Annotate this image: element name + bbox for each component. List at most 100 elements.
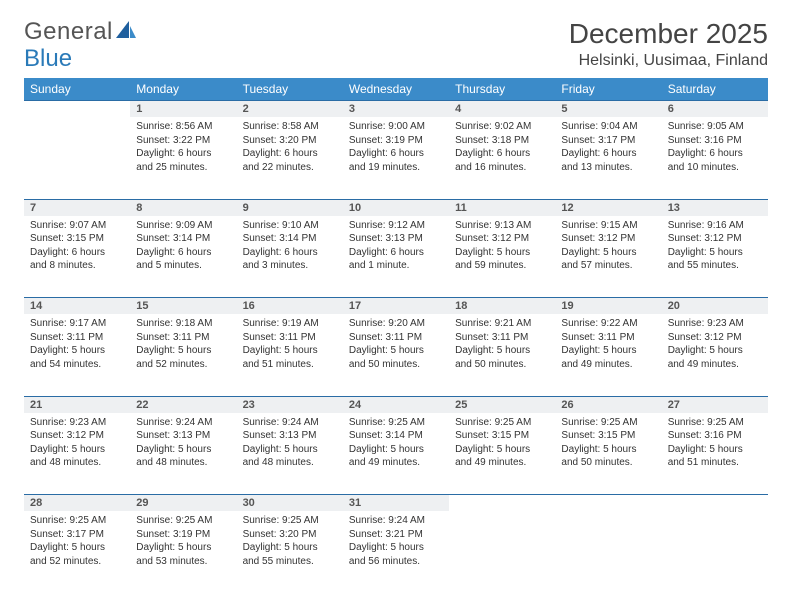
day-number-row: 78910111213	[24, 199, 768, 216]
day-number: 12	[555, 199, 661, 216]
day-cell	[24, 117, 130, 199]
sunrise-text: Sunrise: 9:25 AM	[455, 416, 549, 430]
sunrise-text: Sunrise: 9:25 AM	[136, 514, 230, 528]
sunrise-text: Sunrise: 9:02 AM	[455, 120, 549, 134]
day-cell: Sunrise: 9:23 AMSunset: 3:12 PMDaylight:…	[24, 413, 130, 495]
daylight-text: Daylight: 6 hours and 16 minutes.	[455, 147, 549, 174]
day-cell: Sunrise: 8:58 AMSunset: 3:20 PMDaylight:…	[237, 117, 343, 199]
day-cell: Sunrise: 9:25 AMSunset: 3:15 PMDaylight:…	[449, 413, 555, 495]
day-number: 6	[662, 101, 768, 118]
day-number: 2	[237, 101, 343, 118]
sunrise-text: Sunrise: 9:24 AM	[349, 514, 443, 528]
day-cell: Sunrise: 9:22 AMSunset: 3:11 PMDaylight:…	[555, 314, 661, 396]
day-number: 26	[555, 396, 661, 413]
sunrise-text: Sunrise: 9:05 AM	[668, 120, 762, 134]
day-cell: Sunrise: 9:25 AMSunset: 3:17 PMDaylight:…	[24, 511, 130, 593]
sunrise-text: Sunrise: 9:24 AM	[243, 416, 337, 430]
sunset-text: Sunset: 3:16 PM	[668, 429, 762, 443]
daylight-text: Daylight: 5 hours and 55 minutes.	[668, 246, 762, 273]
day-number: 17	[343, 298, 449, 315]
sunset-text: Sunset: 3:20 PM	[243, 528, 337, 542]
daylight-text: Daylight: 5 hours and 51 minutes.	[243, 344, 337, 371]
sunset-text: Sunset: 3:17 PM	[561, 134, 655, 148]
sunrise-text: Sunrise: 9:18 AM	[136, 317, 230, 331]
sunrise-text: Sunrise: 9:23 AM	[668, 317, 762, 331]
sunset-text: Sunset: 3:12 PM	[455, 232, 549, 246]
day-cell: Sunrise: 9:00 AMSunset: 3:19 PMDaylight:…	[343, 117, 449, 199]
daylight-text: Daylight: 6 hours and 3 minutes.	[243, 246, 337, 273]
sunset-text: Sunset: 3:22 PM	[136, 134, 230, 148]
day-cell: Sunrise: 9:13 AMSunset: 3:12 PMDaylight:…	[449, 216, 555, 298]
day-cell: Sunrise: 9:10 AMSunset: 3:14 PMDaylight:…	[237, 216, 343, 298]
daylight-text: Daylight: 5 hours and 49 minutes.	[349, 443, 443, 470]
day-cell	[555, 511, 661, 593]
day-number: 29	[130, 495, 236, 512]
day-number: 24	[343, 396, 449, 413]
day-cell: Sunrise: 9:25 AMSunset: 3:19 PMDaylight:…	[130, 511, 236, 593]
day-number: 1	[130, 101, 236, 118]
weekday-header: Monday	[130, 78, 236, 101]
sunrise-text: Sunrise: 9:00 AM	[349, 120, 443, 134]
day-cell: Sunrise: 8:56 AMSunset: 3:22 PMDaylight:…	[130, 117, 236, 199]
day-number: 13	[662, 199, 768, 216]
sunrise-text: Sunrise: 9:15 AM	[561, 219, 655, 233]
day-cell: Sunrise: 9:23 AMSunset: 3:12 PMDaylight:…	[662, 314, 768, 396]
daylight-text: Daylight: 6 hours and 10 minutes.	[668, 147, 762, 174]
day-number-row: 21222324252627	[24, 396, 768, 413]
weekday-header: Friday	[555, 78, 661, 101]
sunset-text: Sunset: 3:11 PM	[243, 331, 337, 345]
day-cell: Sunrise: 9:16 AMSunset: 3:12 PMDaylight:…	[662, 216, 768, 298]
logo-sail-icon	[115, 20, 137, 40]
daylight-text: Daylight: 5 hours and 59 minutes.	[455, 246, 549, 273]
day-cell: Sunrise: 9:20 AMSunset: 3:11 PMDaylight:…	[343, 314, 449, 396]
daylight-text: Daylight: 5 hours and 49 minutes.	[561, 344, 655, 371]
daylight-text: Daylight: 5 hours and 50 minutes.	[561, 443, 655, 470]
day-content-row: Sunrise: 9:17 AMSunset: 3:11 PMDaylight:…	[24, 314, 768, 396]
title-block: December 2025 Helsinki, Uusimaa, Finland	[569, 18, 768, 70]
day-number: 23	[237, 396, 343, 413]
month-title: December 2025	[569, 18, 768, 50]
day-number: 21	[24, 396, 130, 413]
sunset-text: Sunset: 3:12 PM	[561, 232, 655, 246]
logo-text-blue: Blue	[24, 45, 72, 73]
day-number: 14	[24, 298, 130, 315]
day-number: 4	[449, 101, 555, 118]
day-cell: Sunrise: 9:04 AMSunset: 3:17 PMDaylight:…	[555, 117, 661, 199]
sunset-text: Sunset: 3:15 PM	[30, 232, 124, 246]
sunset-text: Sunset: 3:18 PM	[455, 134, 549, 148]
sunset-text: Sunset: 3:15 PM	[455, 429, 549, 443]
daylight-text: Daylight: 5 hours and 54 minutes.	[30, 344, 124, 371]
sunset-text: Sunset: 3:13 PM	[349, 232, 443, 246]
weekday-header: Saturday	[662, 78, 768, 101]
day-number	[555, 495, 661, 512]
weekday-header: Tuesday	[237, 78, 343, 101]
day-number: 7	[24, 199, 130, 216]
weekday-header: Thursday	[449, 78, 555, 101]
daylight-text: Daylight: 5 hours and 57 minutes.	[561, 246, 655, 273]
daylight-text: Daylight: 6 hours and 22 minutes.	[243, 147, 337, 174]
day-number	[24, 101, 130, 118]
day-number: 15	[130, 298, 236, 315]
sunset-text: Sunset: 3:19 PM	[136, 528, 230, 542]
day-number: 16	[237, 298, 343, 315]
daylight-text: Daylight: 5 hours and 49 minutes.	[668, 344, 762, 371]
sunset-text: Sunset: 3:14 PM	[349, 429, 443, 443]
daylight-text: Daylight: 5 hours and 48 minutes.	[136, 443, 230, 470]
daylight-text: Daylight: 5 hours and 52 minutes.	[30, 541, 124, 568]
sunrise-text: Sunrise: 9:25 AM	[668, 416, 762, 430]
sunrise-text: Sunrise: 9:25 AM	[243, 514, 337, 528]
day-cell	[662, 511, 768, 593]
sunrise-text: Sunrise: 9:13 AM	[455, 219, 549, 233]
sunrise-text: Sunrise: 9:12 AM	[349, 219, 443, 233]
daylight-text: Daylight: 5 hours and 52 minutes.	[136, 344, 230, 371]
day-number: 20	[662, 298, 768, 315]
header: General December 2025 Helsinki, Uusimaa,…	[24, 18, 768, 70]
sunrise-text: Sunrise: 9:23 AM	[30, 416, 124, 430]
day-number: 9	[237, 199, 343, 216]
daylight-text: Daylight: 6 hours and 19 minutes.	[349, 147, 443, 174]
day-number	[662, 495, 768, 512]
sunset-text: Sunset: 3:12 PM	[668, 232, 762, 246]
day-number: 25	[449, 396, 555, 413]
day-number: 30	[237, 495, 343, 512]
day-number: 18	[449, 298, 555, 315]
